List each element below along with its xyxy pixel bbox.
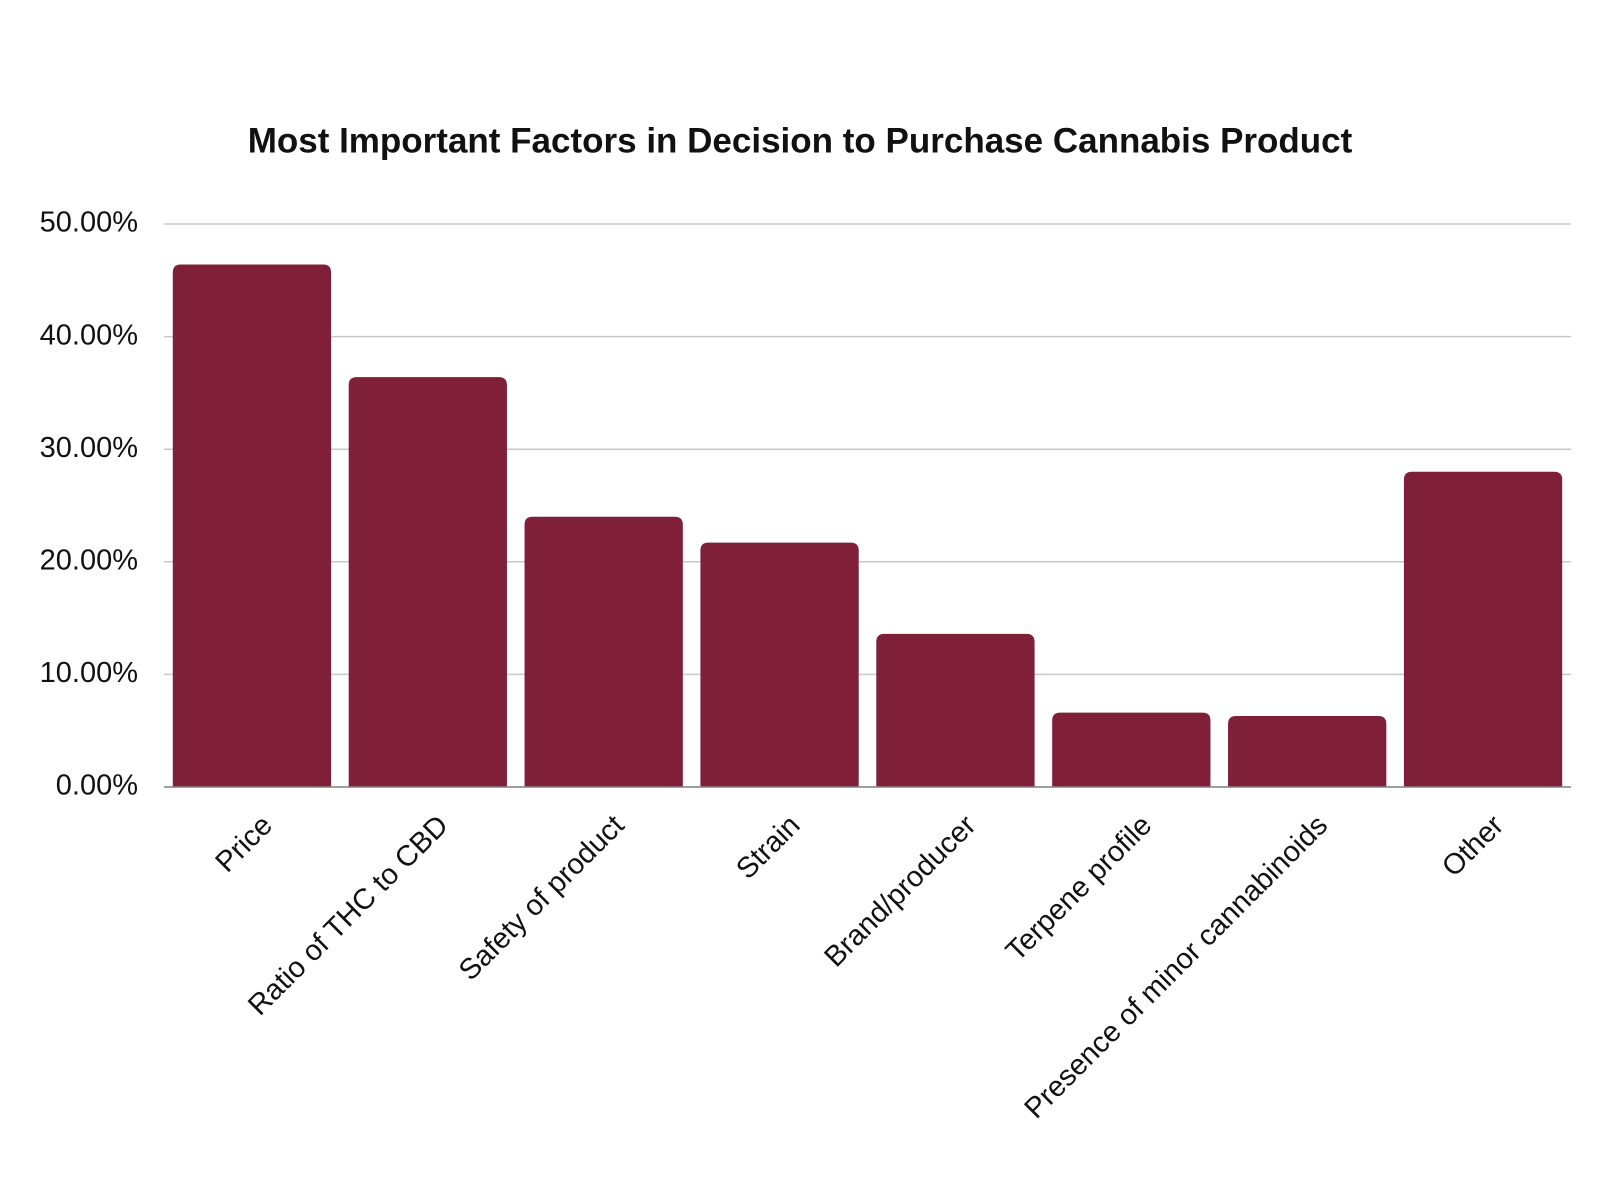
- y-tick-label: 30.00%: [40, 432, 138, 464]
- bar: [172, 264, 332, 787]
- bar: [524, 516, 683, 787]
- chart-title: Most Important Factors in Decision to Pu…: [248, 121, 1353, 160]
- x-tick-label: Terpene profile: [1000, 809, 1158, 967]
- y-tick-label: 0.00%: [56, 770, 138, 802]
- x-tick-label: Ratio of THC to CBD: [242, 809, 455, 1022]
- bar: [700, 542, 859, 787]
- y-tick-label: 20.00%: [40, 544, 138, 576]
- x-tick-label: Other: [1436, 809, 1510, 883]
- x-tick-label: Brand/producer: [818, 809, 982, 973]
- x-tick-label: Presence of minor cannabinoids: [1019, 809, 1335, 1125]
- bar: [1403, 471, 1563, 787]
- x-tick-label: Price: [210, 809, 279, 878]
- y-tick-label: 50.00%: [40, 207, 138, 239]
- y-tick-label: 10.00%: [40, 657, 138, 689]
- x-tick-label: Strain: [730, 809, 806, 885]
- bar: [348, 377, 507, 787]
- bar: [1052, 712, 1211, 787]
- y-tick-label: 40.00%: [40, 319, 138, 351]
- bar: [1228, 716, 1387, 787]
- bar: [876, 633, 1035, 787]
- x-tick-label: Safety of product: [453, 809, 631, 987]
